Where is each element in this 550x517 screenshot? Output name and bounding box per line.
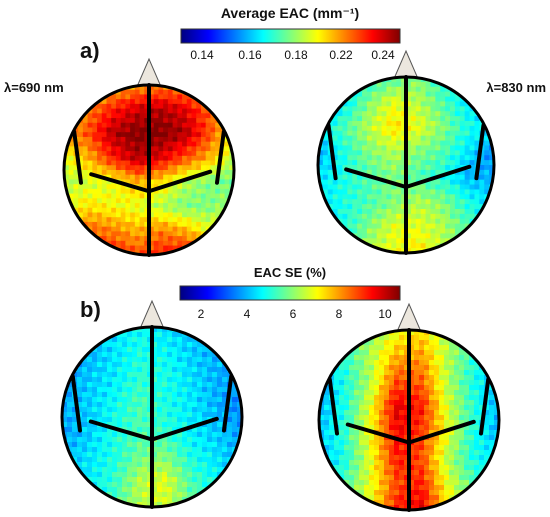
head-map-b-830nm	[317, 302, 501, 512]
panel-b-label: b)	[80, 297, 101, 322]
colorbar-a-ticks: 0.14 0.16 0.18 0.22 0.24	[190, 48, 395, 62]
colorbar-a-tick: 0.14	[190, 48, 214, 62]
colorbar-a-title: Average EAC (mm⁻¹)	[221, 5, 359, 21]
sensor-line	[88, 419, 154, 442]
sensor-line	[215, 129, 226, 185]
colorbar-b-tick: 8	[336, 307, 343, 321]
colorbar-a	[180, 28, 401, 44]
colorbar-b-tick: 10	[378, 307, 392, 321]
head-map-a-830nm	[316, 49, 496, 255]
colorbar-b-tick: 4	[244, 307, 251, 321]
colorbar-a-tick: 0.18	[284, 48, 308, 62]
head-map-b-690nm	[60, 299, 244, 509]
colorbar-b-ticks: 2 4 6 8 10	[198, 307, 392, 321]
wavelength-690-label: λ=690 nm	[4, 80, 64, 95]
sensor-line	[222, 374, 234, 433]
sensor-line	[327, 377, 339, 436]
colorbar-b-title: EAC SE (%)	[254, 265, 326, 280]
panel-a-label: a)	[80, 38, 100, 63]
sensor-line	[326, 123, 338, 181]
sensor-line	[474, 123, 486, 181]
sensor-line	[407, 419, 476, 445]
sensor-line	[70, 374, 82, 433]
colorbar-b	[179, 285, 401, 301]
head-map-a-690nm	[62, 57, 236, 257]
sensor-line	[147, 169, 213, 194]
sensor-line	[479, 377, 491, 436]
colorbar-a-tick: 0.24	[371, 48, 395, 62]
colorbar-b-tick: 2	[198, 307, 205, 321]
wavelength-830-label: λ=830 nm	[486, 80, 546, 95]
colorbar-a-tick: 0.22	[329, 48, 353, 62]
colorbar-a-tick: 0.16	[238, 48, 262, 62]
sensor-line	[89, 172, 151, 194]
sensor-line	[344, 167, 408, 189]
colorbar-b-tick: 6	[290, 307, 297, 321]
sensor-line	[72, 129, 83, 185]
sensor-line	[150, 416, 219, 442]
sensor-line	[345, 422, 411, 445]
sensor-line	[404, 164, 472, 189]
